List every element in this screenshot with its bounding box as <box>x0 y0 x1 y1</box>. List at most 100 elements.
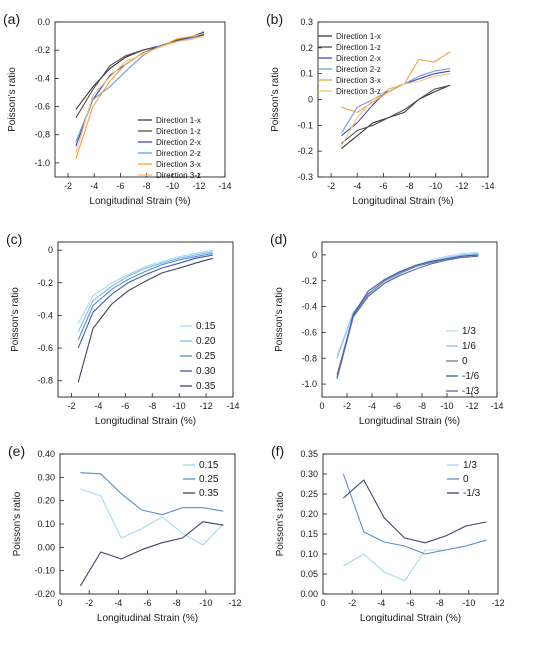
legend-label: -1/3 <box>463 488 481 499</box>
x-tick-label: -2 <box>348 598 356 608</box>
y-axis-label: Poisson's ratio <box>7 67 18 132</box>
legend-label: Direction 2-z <box>336 65 381 74</box>
legend-label: Direction 1-x <box>336 32 381 41</box>
series-line <box>75 35 205 154</box>
y-tick-label: -0.2 <box>37 278 53 288</box>
x-tick-label: -10 <box>429 181 442 191</box>
y-tick-label: -1.0 <box>301 379 317 389</box>
y-tick-label: 0.00 <box>300 589 318 599</box>
y-axis-label: Poisson's ratio <box>10 287 21 352</box>
y-axis-label: Poisson's ratio <box>12 491 23 556</box>
legend-label: -1/6 <box>462 371 480 382</box>
panel-label: (c) <box>6 231 22 247</box>
x-axis-label: Longitudinal Strain (%) <box>360 613 461 624</box>
series-line <box>341 84 451 150</box>
x-tick-label: 0 <box>57 598 62 608</box>
legend-label: Direction 1-z <box>156 127 201 136</box>
x-tick-label: -12 <box>192 181 205 191</box>
legend: 0.15 0.20 0.25 0.30 0.35 <box>180 321 216 392</box>
x-tick-label: -2 <box>85 598 93 608</box>
y-tick-label: -0.6 <box>37 343 53 353</box>
series-line <box>77 252 213 341</box>
legend-label: Direction 2-x <box>156 138 201 147</box>
series-line <box>336 255 479 380</box>
y-tick-label: 0 <box>48 245 53 255</box>
y-tick-label: 0.30 <box>300 469 318 479</box>
x-tick-label: -8 <box>143 181 151 191</box>
y-tick-label: -0.6 <box>34 102 50 112</box>
x-tick-label: -4 <box>353 181 361 191</box>
y-tick-label: -0.2 <box>301 276 317 286</box>
x-tick-label: -8 <box>418 401 426 411</box>
legend: 1/3 1/6 0 -1/6 -1/3 <box>446 326 480 397</box>
series-line <box>342 473 487 555</box>
legend-label: Direction 3-z <box>156 171 201 180</box>
y-tick-label: 0.0 <box>37 17 50 27</box>
panel-5: (f) 0 -2 -4 -6 -8 -10 -12 0.35 0.30 0.25 0.20 0.15 0.… <box>271 443 505 624</box>
series-line <box>80 488 224 546</box>
y-tick-label: -0.2 <box>34 45 50 55</box>
panel-label: (f) <box>271 443 284 459</box>
x-tick-label: 0 <box>319 401 324 411</box>
y-tick-label: 0.40 <box>37 449 55 459</box>
y-tick-label: -0.3 <box>297 172 313 182</box>
series-line <box>336 254 479 378</box>
y-tick-label: 0 <box>308 95 313 105</box>
x-tick-label: -8 <box>173 598 181 608</box>
y-tick-label: -0.2 <box>297 146 313 156</box>
x-tick-label: -10 <box>173 401 186 411</box>
series-line <box>343 479 487 544</box>
legend-label: Direction 3-x <box>336 76 381 85</box>
legend-label: -1/3 <box>462 386 480 397</box>
y-tick-label: -0.6 <box>301 327 317 337</box>
x-tick-label: -6 <box>116 181 124 191</box>
series-line <box>75 32 205 159</box>
x-tick-label: -6 <box>406 598 414 608</box>
x-tick-label: -4 <box>90 181 98 191</box>
x-tick-label: -6 <box>379 181 387 191</box>
legend-label: 1/3 <box>463 460 477 471</box>
legend: Direction 1-x Direction 1-z Direction 2-x D… <box>318 32 381 96</box>
x-tick-label: 0 <box>320 598 325 608</box>
y-tick-label: -0.4 <box>301 302 317 312</box>
y-tick-label: -0.4 <box>37 310 53 320</box>
panel-1: (b) -2 -4 -6 -8 -10 -12 -14 0.3 0.2 0.1 0 -0.1 -0.2 -0… <box>266 11 495 207</box>
series-line <box>77 249 213 324</box>
x-tick-label: -8 <box>148 401 156 411</box>
x-tick-label: -8 <box>406 181 414 191</box>
x-tick-label: -6 <box>393 401 401 411</box>
panel-4: (e) 0 -2 -4 -6 -8 -10 -12 0.40 0.30 0.20 0.10 0.00 -0… <box>8 443 242 624</box>
plot-frame <box>54 21 226 178</box>
x-tick-label: -14 <box>481 181 494 191</box>
y-axis-label: Poisson's ratio <box>270 67 281 132</box>
series-line <box>79 521 224 587</box>
x-tick-label: -2 <box>327 181 335 191</box>
legend: Direction 1-x Direction 1-z Direction 2-x D… <box>138 116 201 180</box>
y-tick-label: 0.20 <box>37 496 55 506</box>
plot-frame <box>57 241 234 398</box>
x-tick-label: -10 <box>166 181 179 191</box>
panel-label: (d) <box>270 231 287 247</box>
x-tick-label: -14 <box>226 401 239 411</box>
x-tick-label: -10 <box>440 401 453 411</box>
y-tick-label: 0.10 <box>37 519 55 529</box>
x-tick-label: -8 <box>436 598 444 608</box>
y-tick-label: -0.20 <box>34 589 55 599</box>
x-tick-label: -12 <box>491 598 504 608</box>
legend-label: 0 <box>462 356 468 367</box>
y-tick-label: 0.3 <box>300 17 313 27</box>
y-tick-label: 0.00 <box>37 542 55 552</box>
y-tick-label: 0.05 <box>300 569 318 579</box>
legend-label: 0.20 <box>196 336 216 347</box>
x-tick-label: -10 <box>462 598 475 608</box>
x-tick-label: -12 <box>455 181 468 191</box>
x-tick-label: -6 <box>143 598 151 608</box>
y-tick-label: -1.0 <box>34 158 50 168</box>
x-tick-label: -4 <box>94 401 102 411</box>
series-line <box>341 73 451 147</box>
series-line <box>80 472 224 516</box>
y-tick-label: -0.1 <box>297 120 313 130</box>
x-axis-label: Longitudinal Strain (%) <box>359 416 460 427</box>
x-tick-label: -2 <box>343 401 351 411</box>
